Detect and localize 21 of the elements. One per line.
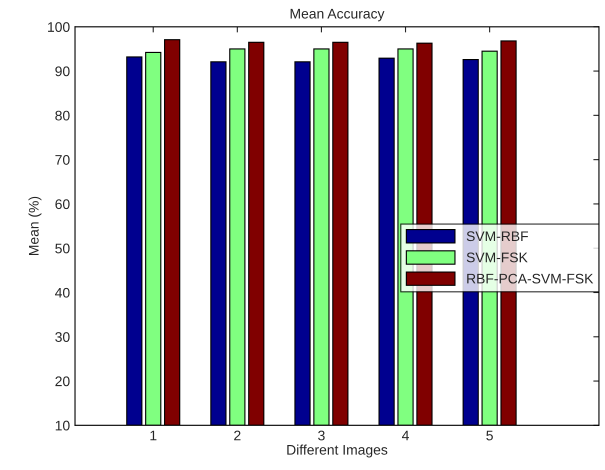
x-tick-label: 1: [150, 430, 156, 440]
y-tick-label: 20: [55, 376, 70, 386]
y-tick-label: 30: [55, 332, 70, 342]
y-tick-label: 80: [55, 110, 70, 121]
y-tick-label: 50: [55, 244, 70, 254]
y-tick-label: 60: [55, 199, 70, 210]
legend-label: SVM-FSK: [466, 252, 528, 262]
legend-label: RBF-PCA-SVM-FSK: [467, 274, 594, 284]
x-axis-title: Different Images: [287, 444, 388, 458]
chart-title: Mean Accuracy: [290, 8, 384, 22]
x-tick-label: 4: [402, 430, 409, 440]
y-tick-label: 70: [55, 154, 70, 165]
x-tick-label: 2: [234, 430, 240, 440]
x-tick-label: 3: [318, 430, 325, 440]
x-tick-label: 5: [486, 430, 493, 440]
y-axis-title: Mean (%): [28, 196, 42, 256]
y-tick-label: 10: [56, 420, 70, 431]
y-tick-label: 90: [55, 66, 70, 76]
y-tick-label: 100: [48, 22, 70, 32]
y-tick-label: 40: [55, 288, 70, 298]
legend-label: SVM-RBF: [466, 231, 528, 242]
